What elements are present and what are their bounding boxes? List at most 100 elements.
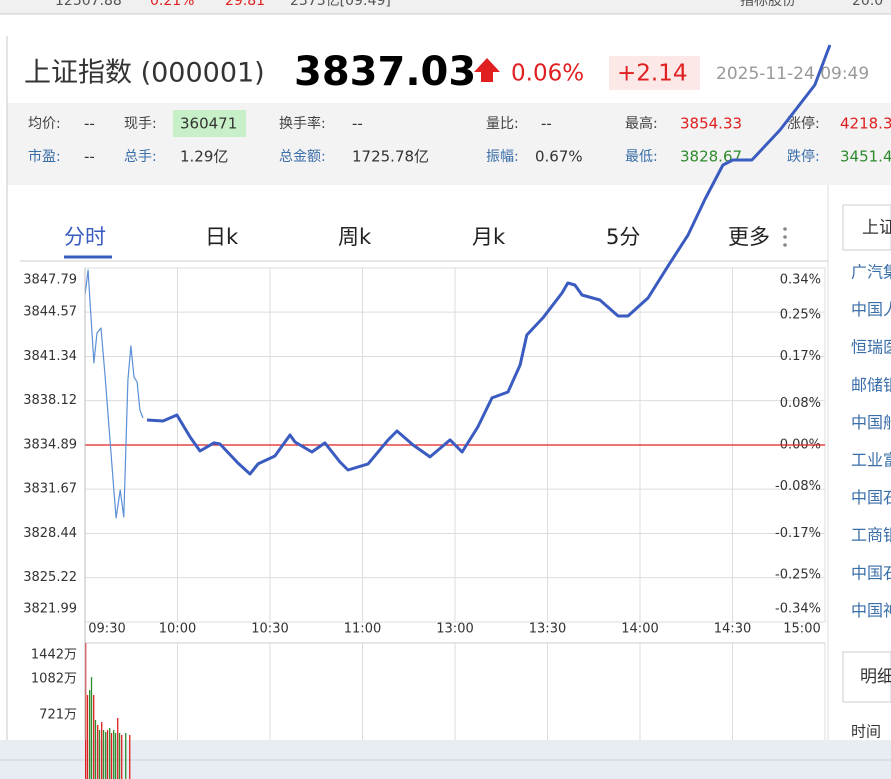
x-tick-label: 13:00 [436,622,473,637]
top-item: 12507.88 [55,0,122,9]
y-tick-label: 3834.89 [23,438,77,453]
change-box [609,56,700,90]
sidebar-item: 广汽集 [851,263,891,282]
stat-value: 360471 [180,115,237,133]
y2-tick-label: 0.25% [780,307,821,322]
volume-bar [121,734,123,779]
highlight-box [173,110,246,137]
x-tick-label: 10:30 [251,622,288,637]
y2-tick-label: -0.08% [775,479,821,494]
y2-tick-label: -0.17% [775,526,821,541]
stat-value: 4218.3 [840,115,891,133]
x-tick-label: 11:00 [344,622,381,637]
volume-bar [106,729,109,779]
volume-bar [89,690,91,779]
price-line [146,44,832,476]
volume-bar [97,724,99,779]
y-tick-label: 3847.79 [23,273,77,288]
sidebar-item: 中国石 [851,488,891,507]
tab[interactable]: 分时 [64,225,106,249]
stat-label: 振幅: [486,149,519,165]
sidebar-box [842,651,891,703]
top-item: 2373亿[09:49] [290,0,391,9]
stat-value: -- [84,148,95,166]
y-tick-label: 3841.34 [23,349,77,364]
stat-value: 3451.4 [840,148,891,166]
stat-label: 市盈: [28,148,61,165]
y-tick-label: 3844.57 [23,305,77,320]
volume-bar [102,729,105,779]
sidebar-item: 工商银 [851,526,891,545]
sidebar-box [842,204,891,251]
stat-value: 1725.78亿 [352,148,429,166]
tab[interactable]: 更多 [728,225,770,249]
volume-bar [114,732,117,779]
sidebar-item: 工业富 [851,451,891,470]
stat-label: 量比: [486,116,519,132]
y-tick-label: 1082万 [31,671,77,686]
volume-bar [85,643,87,779]
top-item: 指标股份 [740,0,796,9]
sidebar-item: 中国石 [851,563,891,582]
stat-label: 最高: [625,115,658,132]
y-tick-label: 3821.99 [23,602,77,617]
stat-label: 总手: [124,149,157,165]
x-tick-label: 14:00 [621,622,658,637]
y2-tick-label: 0.17% [780,349,821,364]
price: 3837.03 [294,49,476,95]
stat-label: 换手率: [279,115,326,132]
stat-value: -- [84,115,95,133]
sidebar-item: 邮储银 [851,375,891,394]
stat-value: 1.29亿 [180,148,228,166]
stat-label: 跌停: [787,148,820,165]
volume-bar [94,719,97,779]
sidebar-item: 中国神 [851,601,891,620]
up-arrow [474,58,500,82]
volume-bar [117,717,119,779]
stat-value: 0.67% [535,148,583,166]
more-icon [783,227,787,247]
sidebar-item: 恒瑞医 [851,338,891,357]
volume-bar [101,721,103,779]
volume-bar [90,677,93,779]
volume-bar [86,695,89,779]
tab[interactable]: 月k [472,225,506,249]
y-tick-label: 1442万 [31,648,77,663]
x-tick-label: 09:30 [88,622,125,637]
tab[interactable]: 5分 [606,225,640,249]
y2-tick-label: 0.34% [780,273,821,288]
y-tick-label: 3825.22 [23,570,77,585]
volume-bar [113,729,115,779]
tab[interactable]: 周k [338,225,372,249]
stat-label: 现手: [124,116,157,132]
y-tick-label: 721万 [39,708,77,723]
volume-bar [98,729,101,779]
y-tick-label: 3828.44 [23,526,77,541]
volume-bar [118,732,121,779]
title: 上证指数 (000001) [24,58,265,89]
y2-tick-label: 0.08% [780,396,821,411]
x-tick-label: 10:00 [159,622,196,637]
volume-bar [105,731,107,779]
top-item: 0.21% [150,0,194,9]
y2-tick-label: -0.34% [775,602,821,617]
sidebar-section: 明细 [860,667,891,687]
change-pct: 0.06% [511,61,584,87]
stat-value: 3828.67 [680,148,742,166]
stat-label: 总金额: [279,149,326,165]
volume-bar [129,734,131,779]
sidebar-item: 中国人 [851,300,891,319]
stat-value: -- [541,115,552,133]
price-line [84,269,144,519]
y-tick-label: 3838.12 [23,393,77,408]
stat-label: 涨停: [787,115,820,132]
volume-bar [109,727,111,779]
top-strip [0,0,891,14]
top-item: 20.0 [852,0,883,9]
change: +2.14 [617,61,687,87]
tab[interactable]: 日k [205,225,239,249]
stat-label: 最低: [625,149,658,165]
volume-bar [125,732,127,779]
